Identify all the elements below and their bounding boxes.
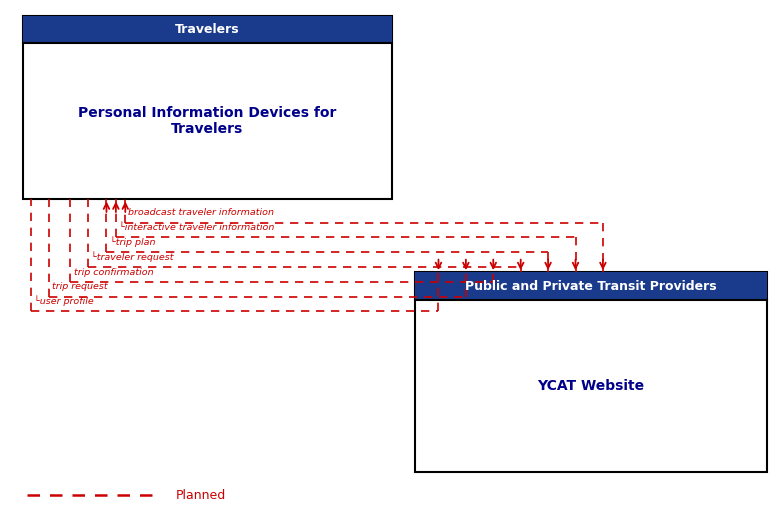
Text: broadcast traveler information: broadcast traveler information — [128, 209, 274, 217]
Bar — [23, 16, 392, 199]
Text: trip request: trip request — [52, 282, 108, 291]
Text: Public and Private Transit Providers: Public and Private Transit Providers — [465, 280, 717, 292]
Text: └interactive traveler information: └interactive traveler information — [119, 223, 274, 232]
Bar — [415, 272, 767, 300]
Text: Travelers: Travelers — [175, 23, 240, 36]
Text: Personal Information Devices for
Travelers: Personal Information Devices for Travele… — [78, 106, 337, 136]
Bar — [23, 16, 392, 43]
Text: YCAT Website: YCAT Website — [538, 379, 644, 392]
Text: Planned: Planned — [176, 489, 226, 501]
Text: trip confirmation: trip confirmation — [74, 268, 153, 277]
Text: └user profile: └user profile — [34, 295, 94, 306]
Bar — [415, 272, 767, 472]
Text: └trip plan: └trip plan — [110, 236, 155, 247]
Text: └traveler request: └traveler request — [91, 251, 173, 262]
